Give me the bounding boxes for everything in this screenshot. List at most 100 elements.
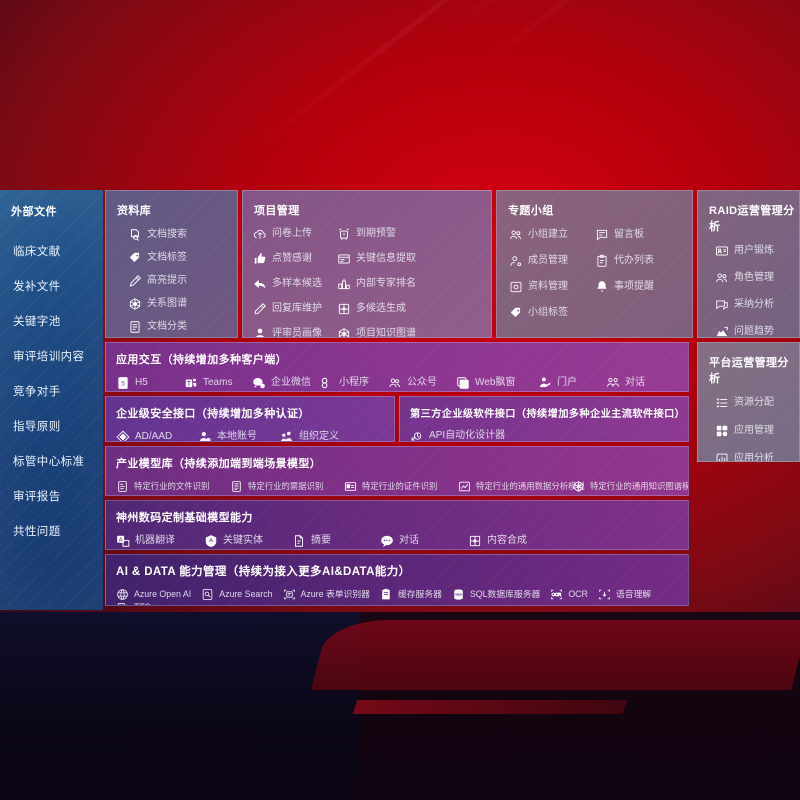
archive-box-icon [509,280,523,294]
item-ocr[interactable]: OCR OCR [550,588,588,601]
item-label: AD/AAD [135,431,173,442]
item-tts[interactable]: TTS [116,601,151,605]
item-speech-understanding[interactable]: 语音理解 [598,588,651,601]
item-relation-graph[interactable]: 关系图谱 [128,297,237,311]
item-adoption-analysis[interactable]: 采纳分析 [715,298,799,312]
sidebar-item-keyword-pool[interactable]: 关键字池 [13,315,61,328]
panel-security-title: 企业级安全接口（持续增加多种认证） [116,408,310,420]
item-label: 资料管理 [528,281,568,292]
item-org-definition[interactable]: 组织定义 [280,430,358,441]
item-expiry-alert[interactable]: 到期预警 [337,227,421,241]
dashboard-board: 外部文件 临床文献 发补文件 关键字池 审评培训内容 竞争对手 指导原则 标管中… [0,190,800,612]
item-wecom[interactable]: 企业微信 [252,376,314,390]
item-azure-form-recognizer[interactable]: Azure 表单识别器 [283,588,370,601]
item-member-management[interactable]: 成员管理 [509,254,595,268]
item-project-knowledge-graph[interactable]: 项目知识图谱 [337,327,421,337]
sidebar-item-common-issues[interactable]: 共性问题 [13,525,61,538]
item-data-analysis-model[interactable]: 特定行业的通用数据分析模型 [458,480,585,493]
sidebar-item-review-report[interactable]: 审评报告 [13,490,61,503]
item-reviewer-portrait[interactable]: 评审员画像 [253,327,337,337]
file-recognize-icon [116,480,129,493]
item-label: TTS [134,603,151,605]
item-knowledge-graph-model[interactable]: 特定行业的通用知识图谱模型 [572,480,688,493]
item-label: 关系图谱 [147,298,187,309]
item-group-tag[interactable]: 小组标签 [509,306,595,320]
sidebar-item-review-training[interactable]: 审评培训内容 [13,350,85,363]
item-dialog-base[interactable]: 对话 [380,534,462,548]
item-azure-search[interactable]: Azure Search [201,588,273,601]
item-document-tag[interactable]: 文档标签 [128,251,237,265]
item-highlight-hint[interactable]: 高亮提示 [128,274,237,288]
item-label: 多候选生成 [356,303,406,314]
item-sql-database-server[interactable]: SQL数据库服务器 [452,588,540,601]
item-key-entity[interactable]: A 关键实体 [204,534,286,548]
item-app-analysis[interactable]: 应用分析 [715,452,799,461]
item-multi-candidate-generation[interactable]: 多候选生成 [337,302,421,316]
svg-text:5: 5 [121,380,125,387]
item-machine-translation[interactable]: A 机器翻译 [116,534,198,548]
item-role-management[interactable]: 角色管理 [715,271,799,285]
sidebar-item-guidelines[interactable]: 指导原则 [13,420,61,433]
item-azure-open-ai[interactable]: Azure Open AI [116,588,191,601]
trend-chart-icon [715,325,729,337]
item-group-create[interactable]: 小组建立 [509,228,595,242]
item-questionnaire-upload[interactable]: 问卷上传 [253,227,337,241]
item-web-float-window[interactable]: Web飘窗 [456,376,532,390]
item-resource-allocation[interactable]: 资源分配 [715,396,799,410]
item-internal-expert-ranking[interactable]: 内部专家排名 [337,277,421,291]
panel-ai-data-capability: AI & DATA 能力管理（持续为接入更多AI&DATA能力） Azure O… [105,554,689,606]
item-label: 关键实体 [223,535,263,546]
panel-raid-items: 用户锻炼 角色管理 采纳分析 问题趋势 [698,234,799,337]
item-user-profile[interactable]: 用户锻炼 [715,244,799,258]
item-h5[interactable]: 5 H5 [116,376,178,390]
item-material-management[interactable]: 资料管理 [509,280,595,294]
item-miniprogram[interactable]: 小程序 [320,376,382,390]
item-teams[interactable]: Teams [184,376,246,390]
id-card-icon [344,480,357,493]
item-label: 到期预警 [356,228,396,239]
panel-base-title: 神州数码定制基础模型能力 [116,512,253,524]
item-content-synthesis[interactable]: 内容合成 [468,534,550,548]
item-ad-aad[interactable]: AD/AAD [116,430,194,442]
sidebar-item-competitors[interactable]: 竞争对手 [13,385,61,398]
item-document-category[interactable]: 文档分类 [128,320,237,334]
item-app-management[interactable]: 应用管理 [715,424,799,438]
item-summary[interactable]: 摘要 [292,534,374,548]
item-api-designer[interactable]: API自动化设计器 [410,429,505,441]
item-multi-sample-candidates[interactable]: 多样本候选 [253,277,337,291]
item-label: H5 [135,377,148,388]
panel-industry-title: 产业模型库（持续添加端到端场景模型） [116,458,322,470]
item-document-search[interactable]: 文档搜索 [128,228,237,242]
item-official-account[interactable]: 公众号 [388,376,450,390]
sidebar-item-clinical-literature[interactable]: 临床文献 [13,245,61,258]
item-label: 文档分类 [147,321,187,332]
item-local-account[interactable]: 本地账号 [198,430,276,441]
item-receipt-recognition[interactable]: 特定行业的票据识别 [230,480,338,493]
item-portal[interactable]: 门户 [538,376,600,390]
sidebar-item-supplement-docs[interactable]: 发补文件 [13,280,61,293]
item-dialog[interactable]: 对话 [606,376,668,390]
item-label: 高亮提示 [147,275,187,286]
receipt-recognize-icon [230,480,243,493]
item-reply-library-maintain[interactable]: 回复库维护 [253,302,337,316]
panel-project-management: 项目管理 问卷上传 到期预警 点赞感谢 [242,190,492,338]
document-search-icon [128,228,142,242]
item-message-board[interactable]: 留言板 [595,228,681,242]
item-file-recognition[interactable]: 特定行业的文件识别 [116,480,224,493]
item-issue-trend[interactable]: 问题趋势 [715,325,799,337]
item-label: 特定行业的证件识别 [362,481,438,492]
item-cache-server[interactable]: 缓存服务器 [380,588,442,601]
clipboard-icon [595,254,609,268]
panel-topic-group: 专题小组 小组建立 留言板 成员管理 [496,190,693,338]
item-like-thanks[interactable]: 点赞感谢 [253,252,337,266]
item-event-reminder[interactable]: 事项提醒 [595,280,681,294]
item-id-recognition[interactable]: 特定行业的证件识别 [344,480,452,493]
item-label: 缓存服务器 [397,589,442,600]
item-key-info-extraction[interactable]: 关键信息提取 [337,252,421,266]
panel-enterprise-security: 企业级安全接口（持续增加多种认证） AD/AAD 本地账号 组织定义 [105,396,395,442]
tag-icon [509,306,523,320]
sidebar-item-standards-center[interactable]: 标管中心标准 [13,455,85,468]
item-todo-list[interactable]: 代办列表 [595,254,681,268]
background-vehicle-shape [311,620,800,690]
